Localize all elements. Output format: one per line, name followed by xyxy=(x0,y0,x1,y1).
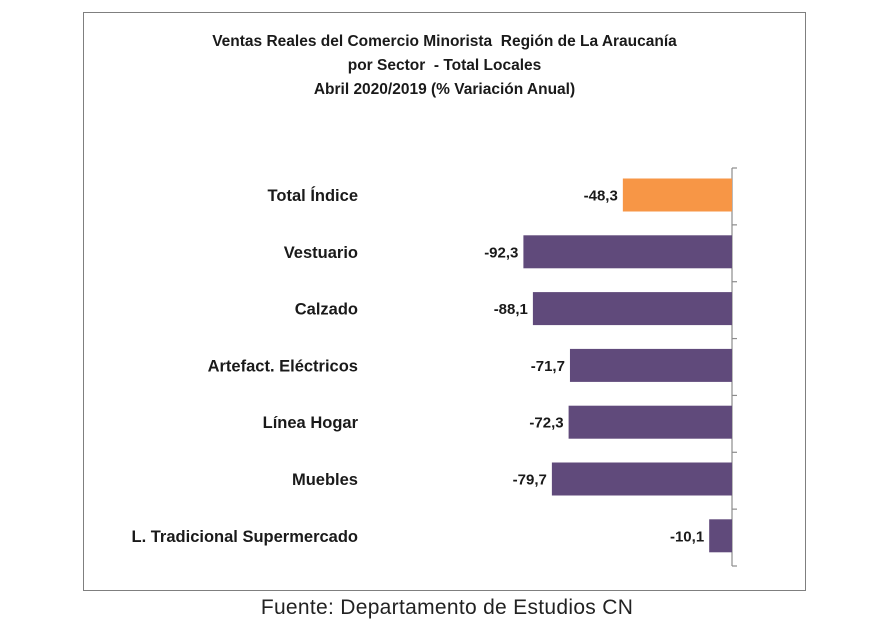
data-label: -92,3 xyxy=(484,244,518,261)
chart-title-line-1: Ventas Reales del Comercio Minorista Reg… xyxy=(212,33,677,50)
category-label: Artefact. Eléctricos xyxy=(208,357,358,375)
chart-title: Ventas Reales del Comercio Minorista Reg… xyxy=(83,30,806,102)
category-label: L. Tradicional Supermercado xyxy=(132,528,358,546)
data-label: -72,3 xyxy=(529,415,563,432)
data-label: -71,7 xyxy=(531,358,565,375)
bar-7 xyxy=(709,519,732,553)
chart-frame xyxy=(83,12,806,591)
chart-title-line-3: Abril 2020/2019 (% Variación Anual) xyxy=(313,81,576,98)
bar-5 xyxy=(568,405,732,439)
bar-3 xyxy=(532,292,732,326)
bar-1 xyxy=(622,178,732,212)
source-note: Fuente: Departamento de Estudios CN xyxy=(260,596,634,619)
bar-4 xyxy=(569,348,732,382)
data-label: -79,7 xyxy=(513,472,547,489)
data-label: -48,3 xyxy=(584,188,618,205)
data-label: -88,1 xyxy=(494,301,528,318)
data-label: -10,1 xyxy=(670,528,704,545)
category-label: Total Índice xyxy=(268,186,358,205)
bar-2 xyxy=(523,235,732,269)
chart-title-line-2: por Sector - Total Locales xyxy=(347,57,542,74)
category-label: Vestuario xyxy=(284,244,358,262)
category-label: Calzado xyxy=(295,301,358,319)
bar-6 xyxy=(551,462,732,496)
category-label: Muebles xyxy=(292,471,358,489)
category-label: Línea Hogar xyxy=(263,414,359,432)
